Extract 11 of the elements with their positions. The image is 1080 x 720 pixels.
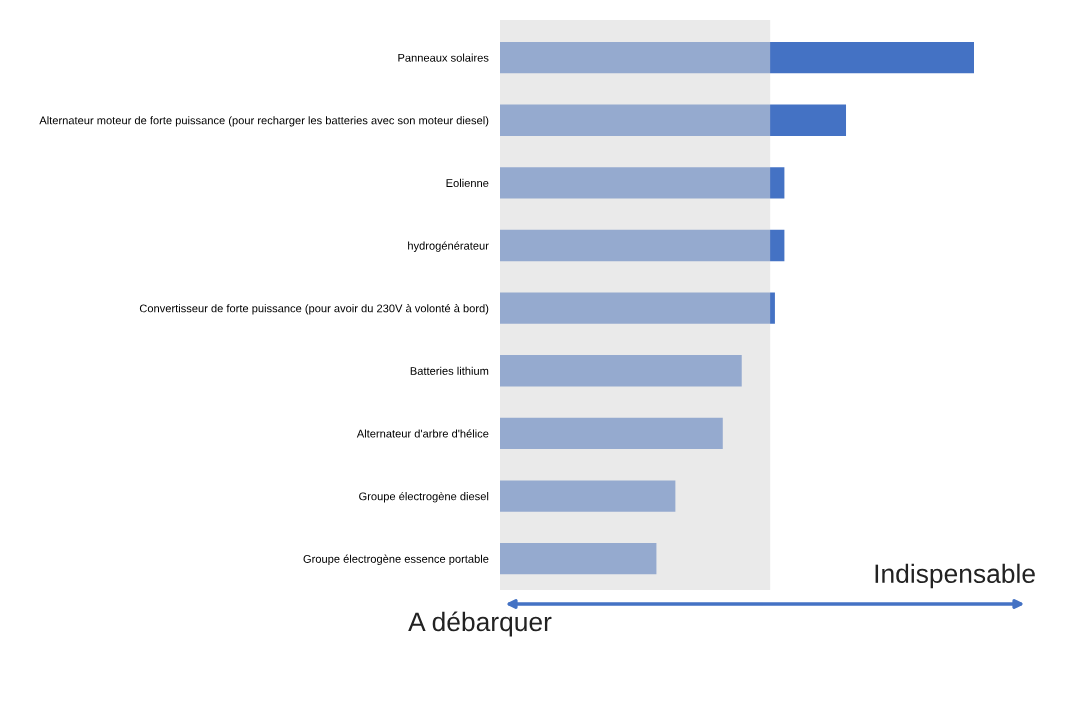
bar	[500, 104, 847, 136]
bar	[500, 41, 974, 74]
text: A débarquer	[408, 611, 552, 637]
bar	[500, 229, 785, 262]
bar	[500, 543, 657, 575]
bar	[500, 417, 723, 450]
bar	[500, 480, 676, 512]
bar	[500, 292, 775, 324]
bar	[500, 167, 785, 199]
annotation: Indispensable	[875, 563, 1035, 589]
bar	[500, 355, 742, 387]
